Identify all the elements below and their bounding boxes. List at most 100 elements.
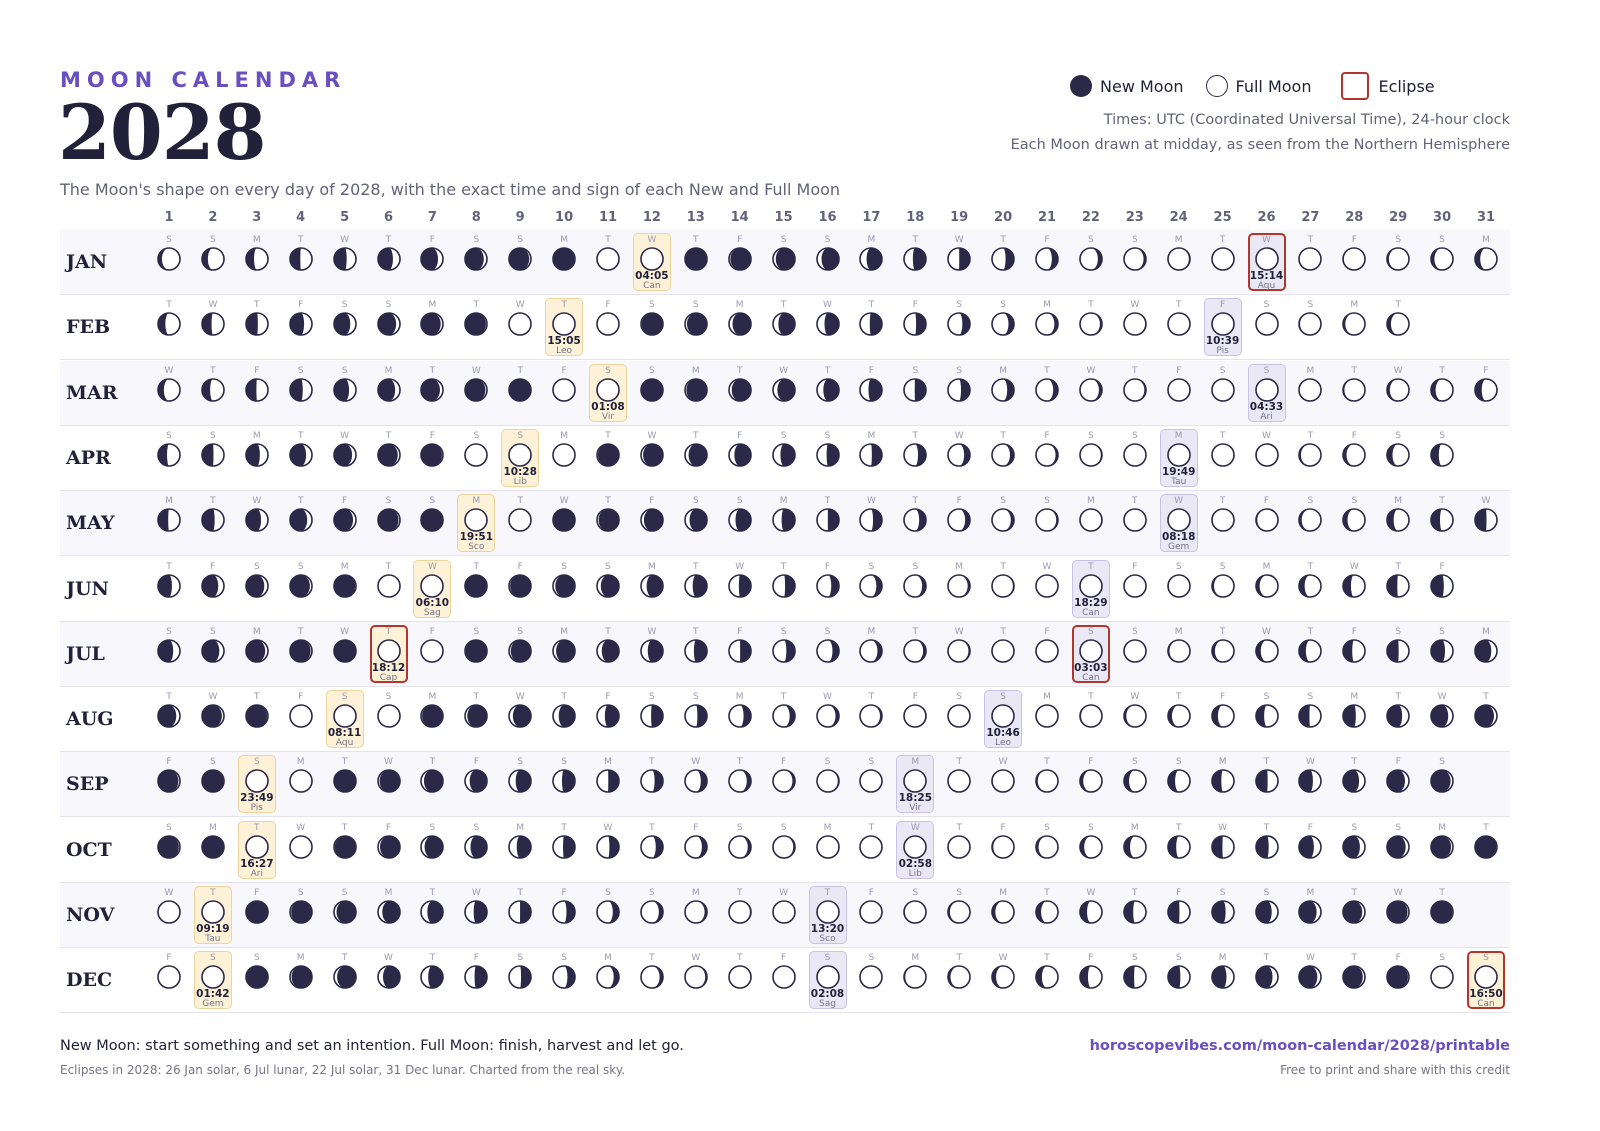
moon-phase-icon — [1035, 573, 1059, 598]
moon-phase-icon — [376, 704, 401, 728]
weekday-letter: S — [736, 496, 743, 507]
weekday-letter: S — [561, 757, 567, 768]
moon-phase-icon — [288, 377, 313, 402]
moon-phase-icon — [376, 769, 401, 794]
weekday-letter: T — [1395, 561, 1401, 572]
event-sign: Sco — [468, 542, 485, 553]
event-time: 19:51 — [459, 531, 494, 544]
day-header-29: 29 — [1389, 210, 1408, 225]
moon-phase-icon — [903, 965, 928, 990]
weekday-letter: F — [737, 430, 743, 441]
moon-phase-icon — [1430, 508, 1454, 532]
moon-phase-icon — [1430, 247, 1454, 271]
moon-phase-icon — [288, 312, 313, 337]
moon-phase-icon — [683, 769, 708, 794]
weekday-letter: F — [166, 953, 172, 964]
weekday-letter: S — [1439, 953, 1445, 964]
moon-phase-icon — [815, 377, 840, 402]
legend-eclipse: Eclipse — [1333, 72, 1435, 100]
weekday-letter: W — [296, 822, 306, 833]
weekday-letter: S — [1000, 692, 1006, 703]
footer-url-link[interactable]: horoscopevibes.com/moon-calendar/2028/pr… — [1089, 1038, 1510, 1054]
weekday-letter: T — [868, 692, 875, 703]
weekday-letter: S — [780, 430, 787, 441]
weekday-letter: T — [1439, 888, 1445, 898]
weekday-letter: T — [1132, 496, 1138, 507]
event-time: 13:20 — [810, 923, 845, 935]
moon-phase-icon — [1254, 312, 1279, 337]
moon-phase-icon — [1079, 638, 1103, 663]
moon-phase-icon — [596, 834, 620, 859]
footer-credit: Free to print and share with this credit — [1280, 1063, 1510, 1077]
moon-phase-icon — [288, 834, 313, 859]
weekday-letter: M — [472, 496, 481, 507]
weekday-letter: T — [1439, 496, 1445, 507]
moon-phase-icon — [376, 834, 401, 859]
moon-phase-icon — [420, 965, 445, 990]
moon-phase-icon — [727, 965, 752, 990]
moon-phase-icon — [683, 834, 708, 859]
weekday-letter: T — [1307, 626, 1314, 637]
weekday-letter: S — [824, 235, 831, 245]
weekday-letter: S — [297, 561, 304, 572]
event-time: 18:25 — [898, 792, 933, 805]
moon-phase-icon — [552, 834, 576, 859]
moon-phase-icon — [1035, 965, 1059, 990]
day-header-24: 24 — [1169, 210, 1188, 225]
weekday-letter: T — [473, 561, 480, 572]
weekday-letter: M — [867, 626, 876, 637]
weekday-letter: T — [561, 300, 567, 311]
weekday-letter: T — [693, 561, 699, 572]
weekday-letter: F — [473, 757, 479, 768]
moon-phase-icon — [464, 704, 489, 728]
weekday-letter: S — [517, 626, 524, 637]
weekday-letter: M — [691, 365, 700, 376]
moon-phase-icon — [991, 377, 1015, 402]
day-header-3: 3 — [252, 210, 262, 225]
weekday-letter: T — [912, 496, 919, 507]
weekday-letter: F — [1220, 300, 1226, 311]
weekday-letter: S — [341, 300, 348, 311]
moon-phase-icon — [1474, 508, 1498, 532]
weekday-letter: M — [1218, 953, 1227, 964]
weekday-letter: T — [649, 757, 655, 768]
event-time: 10:28 — [503, 465, 537, 478]
weekday-letter: T — [341, 757, 348, 768]
weekday-letter: T — [693, 235, 699, 245]
moon-phase-icon — [771, 965, 796, 990]
weekday-letter: T — [649, 822, 655, 833]
weekday-letter: S — [1219, 888, 1226, 898]
moon-phase-icon — [991, 834, 1015, 859]
weekday-letter: S — [780, 235, 787, 245]
moon-phase-icon — [508, 573, 532, 598]
weekday-letter: S — [1439, 757, 1445, 768]
weekday-letter: S — [824, 953, 831, 964]
moon-phase-icon — [552, 312, 576, 337]
moon-phase-icon — [464, 965, 489, 990]
moon-phase-icon — [1342, 443, 1367, 467]
moon-phase-icon — [1298, 900, 1323, 924]
moon-phase-icon — [1166, 247, 1191, 271]
moon-phase-icon — [1122, 312, 1147, 337]
weekday-letter: T — [1000, 561, 1006, 572]
moon-phase-icon — [859, 900, 884, 924]
weekday-letter: W — [1218, 822, 1228, 833]
weekday-letter: S — [473, 822, 480, 833]
month-label: JAN — [66, 251, 108, 273]
moon-phase-icon — [815, 312, 840, 337]
moon-phase-icon — [947, 638, 971, 663]
moon-phase-icon — [552, 900, 576, 924]
weekday-letter: W — [340, 626, 350, 637]
weekday-letter: W — [954, 430, 964, 441]
day-header-18: 18 — [906, 210, 925, 225]
moon-phase-icon — [991, 965, 1015, 990]
event-sign: Leo — [995, 738, 1012, 749]
moon-phase-icon — [1122, 377, 1147, 402]
event-time: 10:46 — [986, 727, 1020, 740]
moon-phase-icon — [1298, 704, 1323, 728]
moon-phase-icon — [1386, 834, 1410, 859]
moon-phase-icon — [771, 377, 796, 402]
weekday-letter: W — [340, 235, 350, 245]
moon-phase-icon — [1210, 834, 1235, 859]
weekday-letter: S — [1351, 822, 1358, 833]
